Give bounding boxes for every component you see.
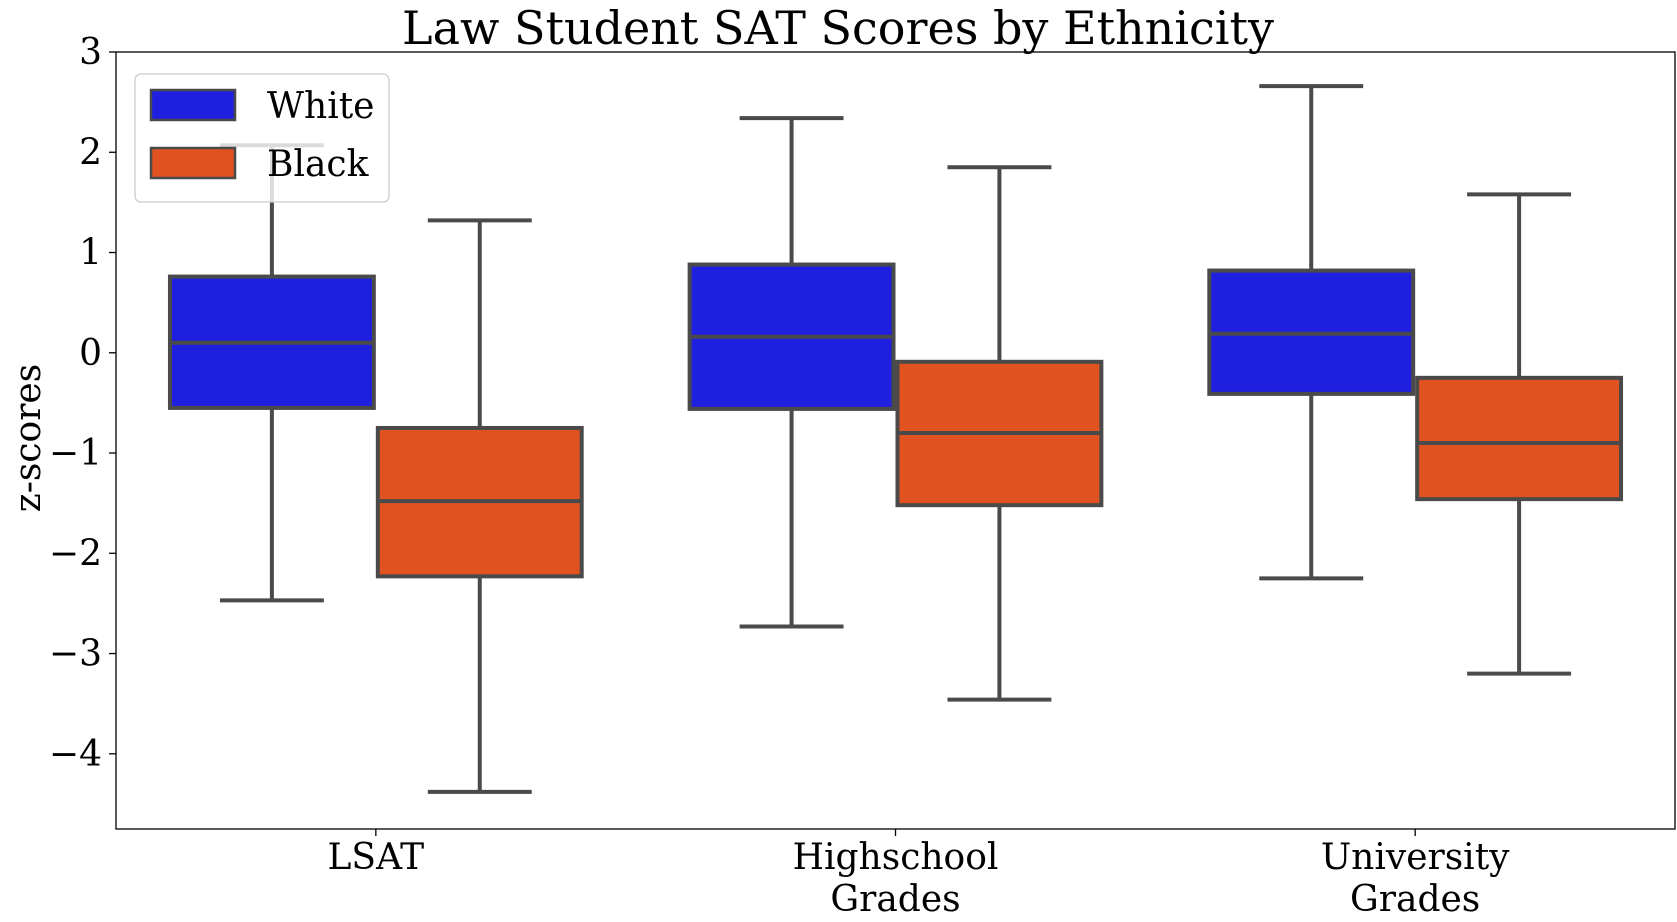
- legend-label-black: Black: [267, 144, 370, 185]
- x-tick-label: Highschool Grades: [793, 837, 999, 920]
- x-tick-label-line: Highschool: [793, 837, 999, 878]
- x-tick-label-line: LSAT: [328, 837, 425, 878]
- legend-label-white: White: [267, 86, 374, 127]
- y-tick-label: −4: [49, 734, 102, 775]
- box-white: [687, 116, 896, 629]
- x-tick-label-line: Grades: [1350, 879, 1480, 920]
- chart-title: Law Student SAT Scores by Ethnicity: [402, 1, 1274, 55]
- y-tick-label: 0: [79, 333, 102, 374]
- y-tick-label: 3: [79, 32, 102, 73]
- box-black: [895, 165, 1104, 702]
- box-body: [1415, 375, 1624, 502]
- box-black: [375, 218, 584, 794]
- box-black: [1415, 192, 1624, 676]
- y-tick-label: −2: [49, 533, 102, 574]
- x-tick-label: LSAT: [328, 837, 425, 878]
- y-tick-label: −1: [49, 433, 102, 474]
- legend-swatch-white: [149, 88, 237, 122]
- y-tick-label: −3: [49, 634, 102, 675]
- y-axis-label: z-scores: [8, 364, 49, 512]
- x-tick-label-line: Grades: [830, 879, 960, 920]
- legend-swatch-black: [149, 146, 237, 180]
- legend: White Black: [134, 73, 390, 203]
- x-tick-label-line: University: [1321, 837, 1510, 878]
- x-tick-label: University Grades: [1321, 837, 1510, 920]
- y-tick-label: 1: [79, 233, 102, 274]
- y-tick-label: 2: [79, 132, 102, 173]
- box-white: [167, 143, 376, 603]
- box-white: [1207, 84, 1416, 581]
